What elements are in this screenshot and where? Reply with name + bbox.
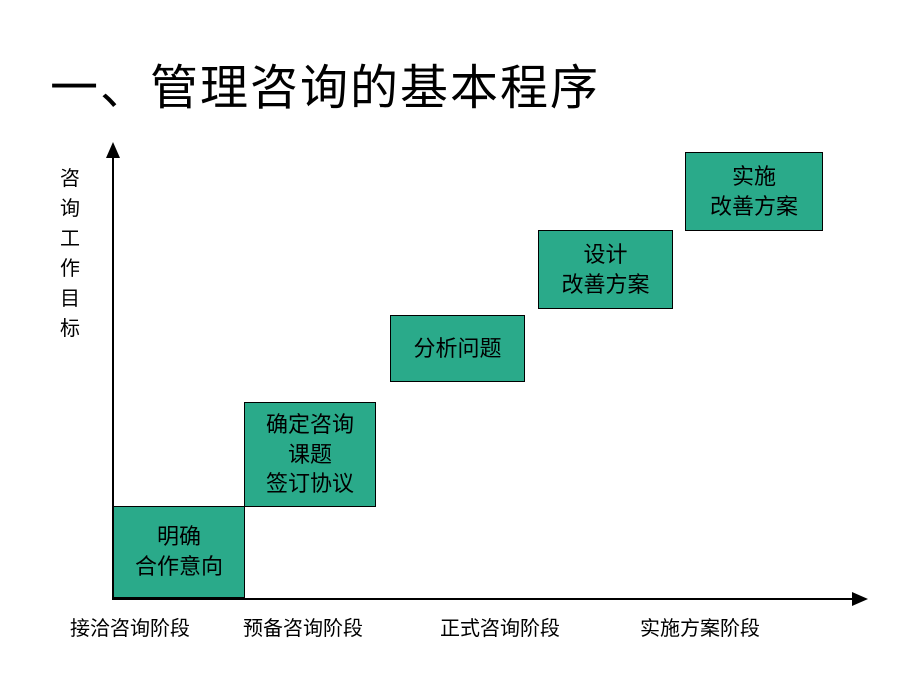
step-box-line: 实施 xyxy=(732,162,776,192)
step-box-line: 分析问题 xyxy=(413,334,501,364)
x-axis-arrow-icon xyxy=(852,592,868,606)
step-box-5: 实施改善方案 xyxy=(685,152,823,231)
step-box-line: 课题 xyxy=(288,440,332,470)
y-axis-label: 咨 询 工 作 目 标 xyxy=(60,164,80,344)
step-chart: 咨 询 工 作 目 标 明确合作意向确定咨询课题签订协议分析问题设计改善方案实施… xyxy=(100,140,880,630)
step-box-line: 改善方案 xyxy=(561,270,649,300)
step-box-line: 设计 xyxy=(583,240,627,270)
x-axis-label-3: 正式咨询阶段 xyxy=(440,612,560,641)
page-title: 一、管理咨询的基本程序 xyxy=(50,48,600,118)
x-axis-label-4: 实施方案阶段 xyxy=(640,612,760,641)
step-box-3: 分析问题 xyxy=(390,315,525,382)
x-axis-line xyxy=(112,598,860,600)
step-box-2: 确定咨询课题签订协议 xyxy=(244,402,376,507)
x-axis-label-2: 预备咨询阶段 xyxy=(243,612,363,641)
step-box-line: 签订协议 xyxy=(266,469,354,499)
step-box-1: 明确合作意向 xyxy=(113,506,245,598)
step-box-line: 合作意向 xyxy=(135,552,223,582)
step-box-line: 确定咨询 xyxy=(266,410,354,440)
x-axis-label-1: 接洽咨询阶段 xyxy=(70,612,190,641)
step-box-line: 明确 xyxy=(157,522,201,552)
step-box-4: 设计改善方案 xyxy=(538,230,673,309)
step-box-line: 改善方案 xyxy=(710,192,798,222)
